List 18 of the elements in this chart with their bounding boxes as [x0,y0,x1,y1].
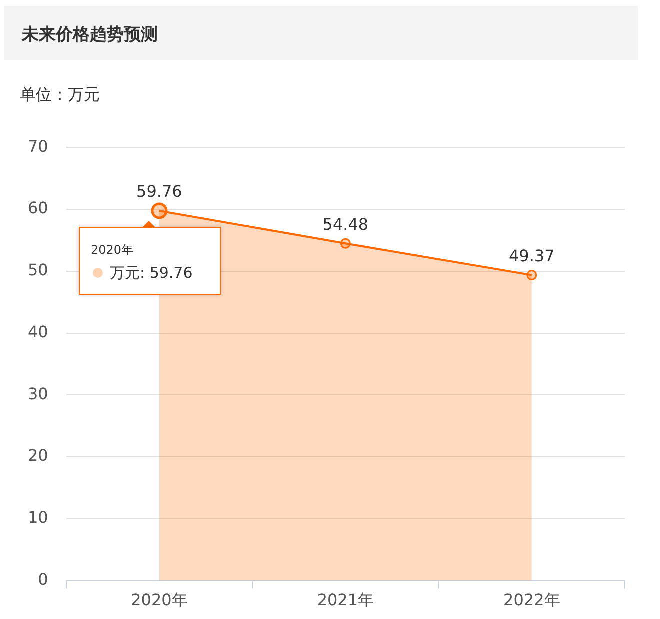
y-tick-label: 0 [38,570,48,589]
x-tick-label: 2020年 [131,590,188,610]
y-tick-label: 10 [28,508,48,528]
y-tick-label: 30 [28,384,48,404]
chart-subtitle: 单位：万元 [20,85,100,106]
x-tick-label: 2021年 [317,590,374,610]
chart-title: 未来价格趋势预测 [22,24,158,46]
data-label: 54.48 [322,214,369,234]
data-label: 49.37 [508,246,555,266]
annotation: 2020年 [91,242,134,259]
y-tick-label: 20 [28,446,48,466]
data-label: 59.76 [136,182,182,202]
y-tick-label: 50 [28,260,48,280]
x-tick-label: 2022年 [504,590,560,610]
y-tick-label: 70 [28,136,48,156]
y-tick-label: 40 [28,322,48,342]
annotation: 万元: 59.76 [110,264,193,283]
y-tick-label: 60 [28,198,48,218]
